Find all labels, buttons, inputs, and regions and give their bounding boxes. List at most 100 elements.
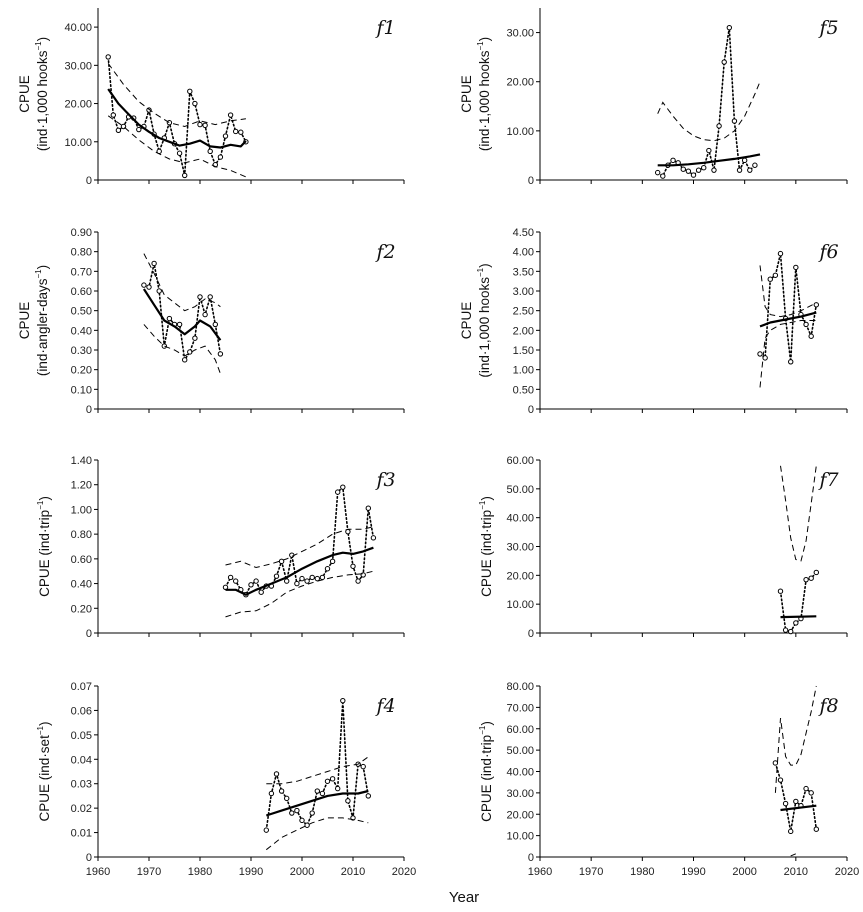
y-axis-label-exponent: −1 [36, 500, 45, 510]
observed-point [314, 788, 320, 794]
observed-point [701, 165, 707, 171]
observed-point [747, 167, 753, 173]
observed-point [166, 315, 173, 322]
observed-point [329, 776, 336, 782]
observed-point [248, 582, 254, 588]
y-tick-label: 0 [86, 628, 92, 640]
y-axis-label-exponent: −1 [34, 41, 43, 51]
observed-point [294, 580, 300, 587]
observed-point [731, 118, 738, 124]
ci-upper-line [759, 265, 817, 318]
y-tick-label: 0 [86, 404, 92, 416]
fitted-trend-line [657, 153, 761, 167]
y-tick-label: 4.00 [513, 247, 534, 259]
observed-point [670, 157, 676, 164]
y-tick-label: 60.00 [506, 724, 534, 736]
ci-lower-line [143, 324, 221, 374]
y-axis-label-close: ) [479, 496, 494, 501]
observed-point [365, 793, 371, 799]
observed-point [772, 272, 779, 278]
observed-point [793, 798, 799, 805]
observed-point [788, 628, 794, 635]
y-tick-label: 10.00 [64, 137, 92, 149]
panel-label: f5 [817, 17, 838, 39]
y-axis-label-line2: (ind·angler-days−1) [34, 265, 50, 376]
panel-label: f7 [817, 469, 839, 491]
observed-point [340, 697, 346, 704]
y-tick-label: 0.01 [71, 828, 92, 840]
y-axis-label-close: ) [477, 263, 492, 268]
observed-point [289, 810, 295, 816]
fitted-trend-line [107, 88, 247, 149]
y-axis-label-unit: CPUE (ind·trip [37, 510, 52, 597]
observed-point [146, 284, 152, 290]
y-axis-label: CPUE (ind·1,000 hooks−1) [459, 263, 492, 377]
x-tick-label: 2020 [392, 866, 416, 878]
y-tick-label: 40.00 [506, 767, 534, 779]
observed-point [803, 576, 809, 583]
x-tick-label: 1990 [239, 866, 263, 878]
observed-series-line [143, 263, 222, 363]
observed-point [110, 112, 117, 118]
observed-point [156, 288, 162, 294]
observed-series-line [656, 27, 756, 178]
observed-point [319, 790, 326, 797]
y-tick-label: 10.00 [506, 599, 534, 611]
observed-point [808, 333, 814, 339]
observed-point [736, 167, 743, 173]
panel-label: f8 [817, 695, 838, 717]
observed-point [161, 343, 168, 349]
observed-point [767, 276, 773, 282]
y-tick-label: 0 [528, 852, 534, 864]
observed-point [808, 790, 814, 796]
observed-point [324, 566, 331, 572]
observed-point [777, 250, 784, 257]
observed-point [777, 588, 784, 594]
y-tick-label: 1.00 [71, 504, 92, 516]
observed-point [202, 122, 208, 129]
y-tick-label: 2.50 [513, 306, 534, 318]
fitted-trend-line [780, 615, 817, 619]
observed-point [721, 59, 727, 65]
y-tick-label: 20.00 [506, 570, 534, 582]
y-axis-label: CPUE (ind·1,000 hooks−1) [17, 37, 50, 151]
y-tick-label: 30.00 [506, 542, 534, 554]
y-axis-label: CPUE (ind·angler-days−1) [17, 265, 50, 376]
panel-label: f6 [817, 241, 838, 263]
observed-point [345, 798, 351, 804]
observed-series-line [265, 700, 370, 831]
observed-point [217, 154, 224, 160]
y-axis-label-unit: CPUE (ind·set [37, 735, 52, 822]
observed-point [660, 173, 666, 179]
panel-f7: 0 10.00 20.00 30.00 40.00 50.00 60.00 f7 CPUE (i… [478, 455, 848, 640]
panel-f6: 0 0.50 1.00 1.50 2.00 2.50 3.00 3.50 4.00 4.50 f6 C… [459, 227, 848, 416]
y-axis-label-close: ) [35, 265, 50, 270]
x-tick-label: 1960 [86, 866, 110, 878]
observed-point [788, 828, 794, 835]
observed-point [304, 578, 310, 584]
observed-point [105, 54, 111, 60]
ci-upper-line [143, 253, 221, 312]
y-tick-label: 0.90 [71, 227, 92, 239]
observed-point [268, 790, 275, 797]
observed-point [813, 302, 819, 308]
observed-point [258, 589, 264, 595]
observed-point [253, 578, 259, 584]
fitted-trend-line [759, 311, 817, 328]
y-tick-label: 0.50 [513, 384, 534, 396]
y-tick-label: 10.00 [506, 831, 534, 843]
observed-point [813, 826, 819, 832]
observed-point [324, 778, 331, 784]
y-tick-label: 4.50 [513, 227, 534, 239]
observed-point [299, 575, 305, 582]
observed-point [309, 574, 315, 581]
y-tick-label: 50.00 [506, 745, 534, 757]
observed-point [340, 484, 346, 490]
x-axis-label: Year [449, 889, 479, 906]
observed-point [222, 133, 229, 139]
x-tick-label: 1980 [630, 866, 654, 878]
observed-point [360, 763, 366, 770]
observed-point [695, 167, 702, 173]
observed-point [711, 167, 717, 173]
